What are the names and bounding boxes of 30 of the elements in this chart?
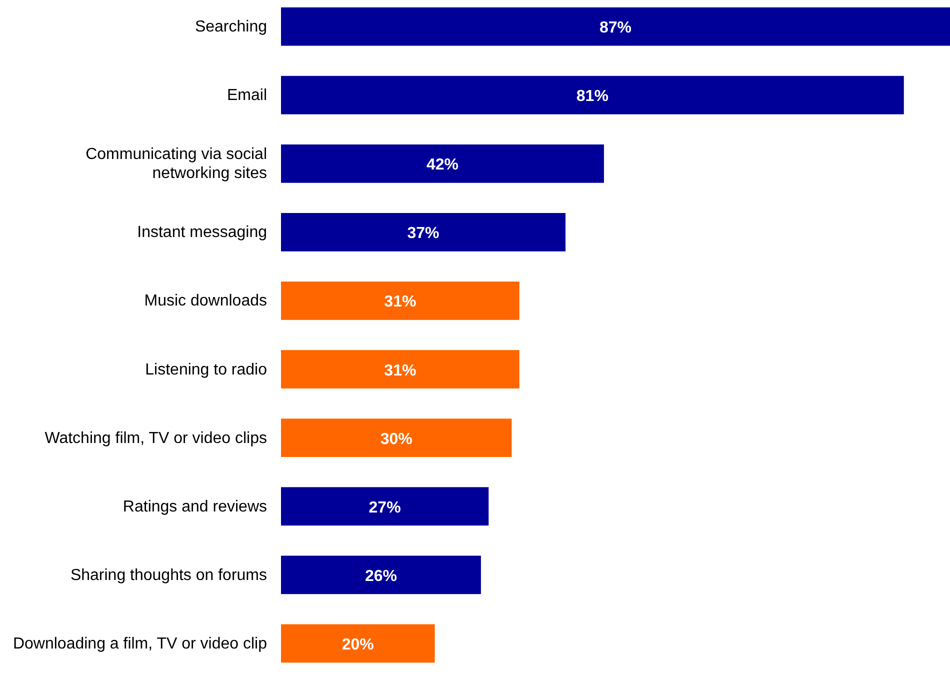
y-tick-label: Downloading a film, TV or video clip — [12, 635, 268, 652]
bar — [281, 418, 512, 458]
bar — [281, 624, 435, 663]
data-label: 26% — [364, 568, 397, 585]
data-label: 31% — [384, 362, 416, 380]
y-tick-label: Ratings and reviews — [122, 498, 267, 516]
bar — [281, 144, 604, 183]
bar — [281, 282, 520, 320]
y-tick-label: Music downloads — [144, 292, 267, 310]
y-tick-label: Listening to radio — [145, 361, 268, 378]
bar — [281, 212, 566, 252]
bar — [281, 556, 481, 594]
data-label: 30% — [380, 430, 412, 448]
data-label: 42% — [426, 156, 458, 174]
y-tick-label: Email — [226, 87, 267, 104]
bar — [281, 7, 950, 46]
data-label: 27% — [368, 499, 401, 516]
y-tick-label: Communicating via social networking sites — [86, 146, 267, 182]
bar — [281, 350, 520, 388]
y-tick-label: Sharing thoughts on forums — [70, 566, 267, 584]
bar — [281, 487, 489, 526]
y-tick-label: Searching — [194, 18, 267, 36]
data-label: 87% — [599, 20, 632, 37]
data-label: 37% — [407, 225, 440, 242]
data-label: 31% — [384, 294, 416, 311]
data-label: 81% — [576, 88, 608, 106]
y-tick-label: Instant messaging — [137, 224, 267, 242]
data-label: 20% — [342, 636, 374, 654]
y-tick-label: Watching film, TV or video clips — [44, 430, 267, 447]
bar — [281, 76, 904, 114]
